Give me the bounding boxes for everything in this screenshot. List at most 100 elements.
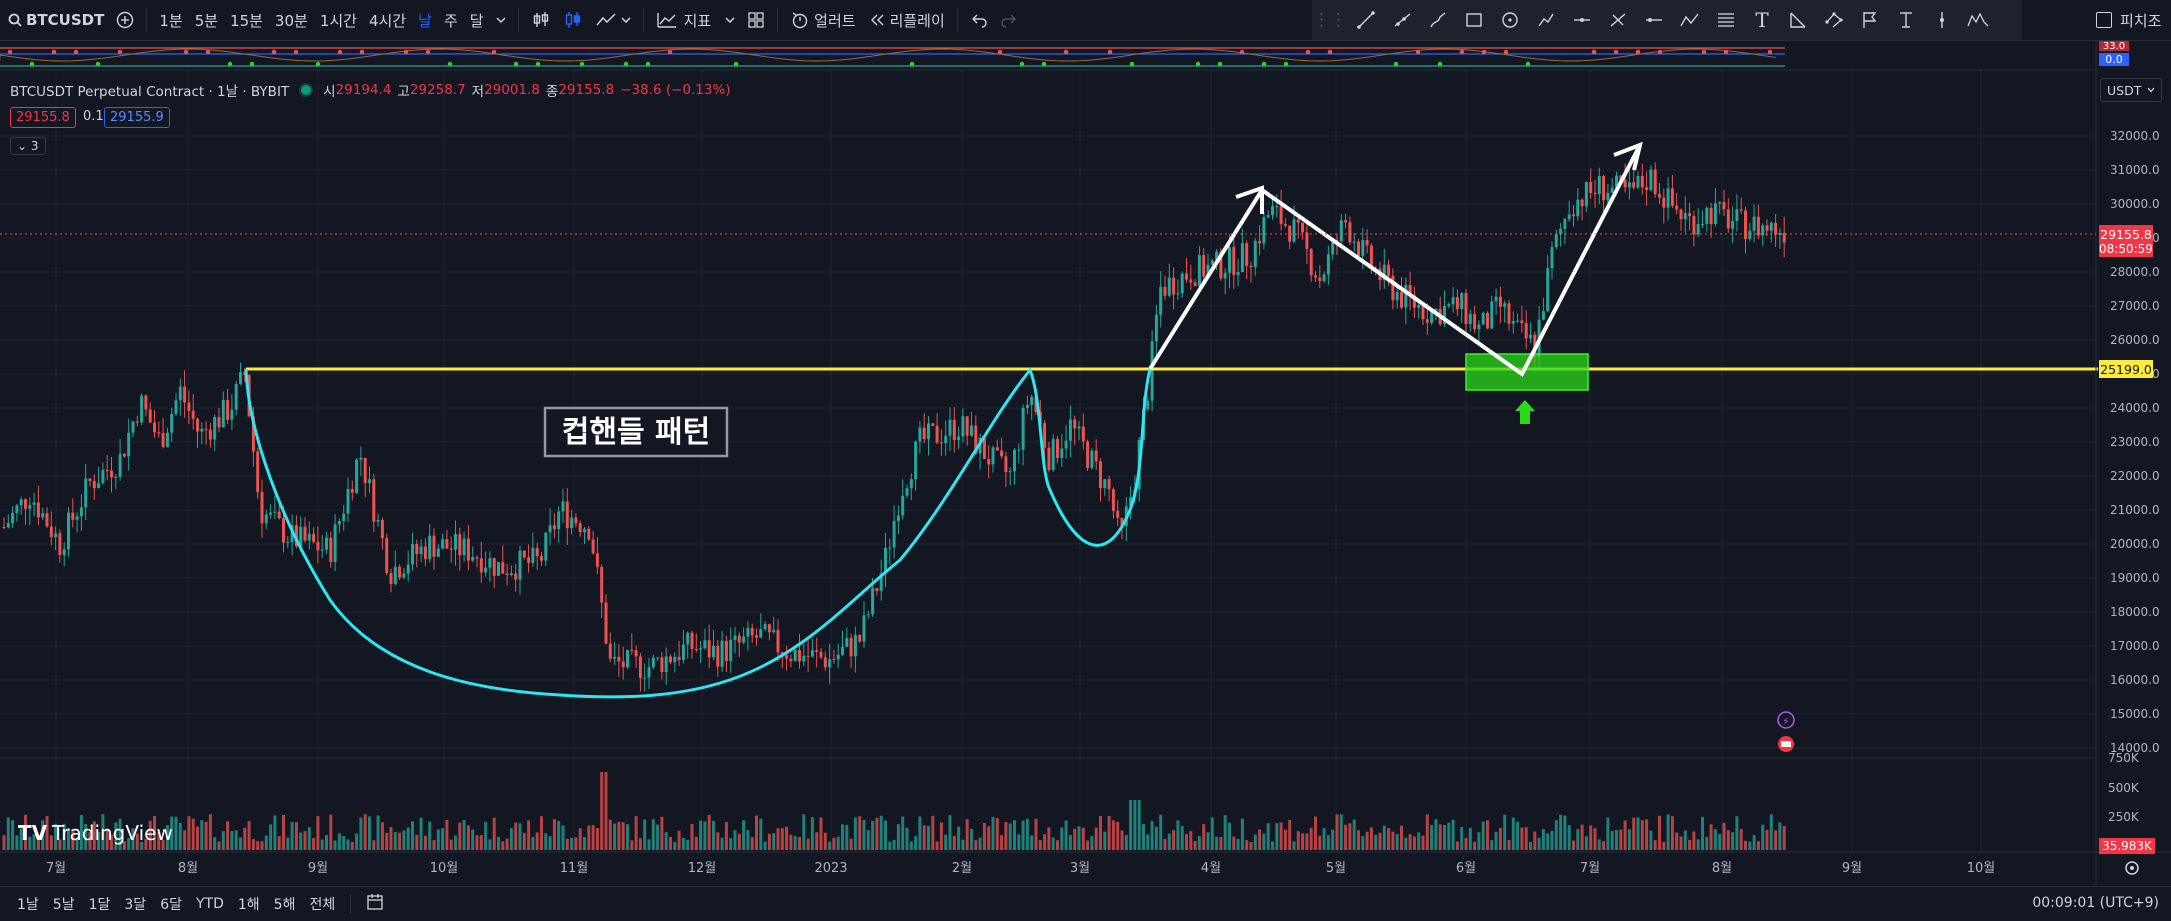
candle-body: [832, 659, 836, 661]
volume-bar: [497, 836, 500, 850]
line-style-button[interactable]: [589, 4, 637, 36]
interval-15m[interactable]: 15분: [230, 11, 263, 30]
time-axis[interactable]: 7월 8월 9월 10월 11월 12월 2023 2월 3월 4월 5월 6월 7월 8월 9월 10월: [46, 861, 1995, 876]
text-tool[interactable]: T: [1755, 8, 1769, 32]
candle-body: [1713, 203, 1717, 225]
volume-bar: [1378, 832, 1382, 850]
candle-body: [1043, 423, 1047, 448]
volume-bar: [690, 824, 694, 850]
long-position-tool[interactable]: [1636, 2, 1672, 38]
range-1m[interactable]: 1달: [88, 897, 111, 913]
low-value: 29001.8: [484, 82, 540, 98]
volume-bar: [1189, 831, 1193, 850]
price-axis[interactable]: 32000.031000.030000.029000.028000.027000…: [2110, 129, 2160, 755]
indicators-button[interactable]: 지표: [650, 4, 742, 36]
time-tick: 5월: [1326, 861, 1346, 876]
interval-dropdown[interactable]: [490, 4, 512, 36]
volume-bar: [1731, 832, 1735, 850]
replay-button[interactable]: 리플레이: [862, 4, 951, 36]
volume-bar: [1670, 816, 1674, 850]
candle-body: [557, 511, 561, 530]
range-1y[interactable]: 1해: [237, 897, 260, 913]
volume-bar: [621, 822, 625, 850]
range-6m[interactable]: 6달: [160, 897, 182, 913]
flag-tool[interactable]: [1852, 2, 1888, 38]
interval-1w[interactable]: 주: [443, 11, 458, 30]
lightning-event-icon[interactable]: [1777, 711, 1795, 729]
volume-bar: [1627, 829, 1631, 850]
range-1d[interactable]: 1날: [17, 897, 39, 913]
candle-body: [1451, 297, 1455, 305]
layout-button[interactable]: [741, 4, 771, 36]
volume-bar: [200, 820, 204, 850]
circle-tool[interactable]: [1492, 2, 1528, 38]
measure-tool[interactable]: [1780, 2, 1816, 38]
cup-handle-curve[interactable]: [244, 367, 1152, 699]
goto-date-button[interactable]: [359, 893, 391, 915]
interval-1d[interactable]: 날: [418, 11, 432, 30]
interval-1mo[interactable]: 달: [469, 11, 484, 30]
drag-handle-icon[interactable]: ⋮⋮: [1313, 10, 1347, 30]
ask-price-box[interactable]: 29155.9: [104, 107, 170, 128]
range-all[interactable]: 전체: [309, 897, 336, 913]
bid-price-box[interactable]: 29155.8: [10, 107, 76, 128]
projection-path[interactable]: [1148, 144, 1642, 377]
candle-body: [828, 659, 832, 668]
alert-button[interactable]: 얼러트: [784, 4, 861, 36]
undo-button[interactable]: [964, 4, 994, 36]
volume-bar: [337, 833, 341, 850]
brush-tool[interactable]: [1420, 2, 1456, 38]
bar-style-button[interactable]: [525, 4, 557, 36]
volume-bar: [1748, 841, 1752, 850]
horizontal-line-tool[interactable]: [1564, 2, 1600, 38]
gear-icon[interactable]: [2125, 861, 2139, 875]
indicators-collapse-toggle[interactable]: ⌄ 3: [10, 137, 46, 155]
candle-style-button[interactable]: [557, 4, 589, 36]
trend-line-tool[interactable]: [1348, 2, 1384, 38]
anchor-tool[interactable]: [1888, 2, 1924, 38]
compare-button[interactable]: [110, 4, 140, 36]
volume-bar: [441, 828, 445, 850]
candle-body: [922, 427, 926, 440]
clock-timezone[interactable]: 00:09:01 (UTC+9): [2032, 895, 2159, 911]
volume-bar: [1615, 830, 1618, 850]
zigzag-tool[interactable]: [1672, 2, 1708, 38]
interval-1h[interactable]: 1시간: [319, 11, 357, 30]
interval-1m[interactable]: 1분: [159, 11, 183, 30]
divider: [350, 894, 352, 914]
candle-body: [1481, 312, 1485, 325]
volume-bar: [1017, 834, 1021, 850]
volume-bar: [987, 826, 991, 850]
time-tick: 9월: [308, 861, 328, 876]
annotation-box[interactable]: [543, 406, 729, 458]
currency-selector[interactable]: USDT: [2100, 78, 2162, 102]
volume-bar: [135, 833, 139, 850]
range-5d[interactable]: 5날: [52, 897, 75, 913]
redo-button[interactable]: [994, 4, 1024, 36]
node-tool[interactable]: [1816, 2, 1852, 38]
vertical-line-tool[interactable]: [1924, 2, 1960, 38]
pattern-tool[interactable]: [1960, 2, 1996, 38]
candle-body: [884, 548, 887, 574]
right-panel-toggle[interactable]: 피치조: [2096, 0, 2161, 40]
retest-zone[interactable]: [1465, 353, 1589, 391]
symbol-search[interactable]: BTCUSDT: [0, 4, 110, 36]
range-5y[interactable]: 5해: [273, 897, 296, 913]
symbol-label: BTCUSDT: [26, 11, 105, 29]
interval-4h[interactable]: 4시간: [368, 11, 407, 30]
volume-bar: [2, 835, 6, 850]
candle-body: [1185, 273, 1188, 280]
series-legend[interactable]: BTCUSDT Perpetual Contract · 1날 · BYBIT …: [10, 80, 737, 100]
interval-5m[interactable]: 5분: [194, 11, 219, 30]
fib-retracement-tool[interactable]: [1708, 2, 1744, 38]
path-tool[interactable]: [1528, 2, 1564, 38]
interval-30m[interactable]: 30분: [274, 11, 308, 30]
candle-body: [1769, 222, 1773, 231]
fib-tool[interactable]: [1600, 2, 1636, 38]
ray-tool[interactable]: [1384, 2, 1420, 38]
rectangle-tool[interactable]: [1456, 2, 1492, 38]
range-ytd[interactable]: YTD: [195, 896, 224, 912]
time-tick: 8월: [1712, 861, 1732, 876]
range-3m[interactable]: 3달: [124, 897, 147, 913]
